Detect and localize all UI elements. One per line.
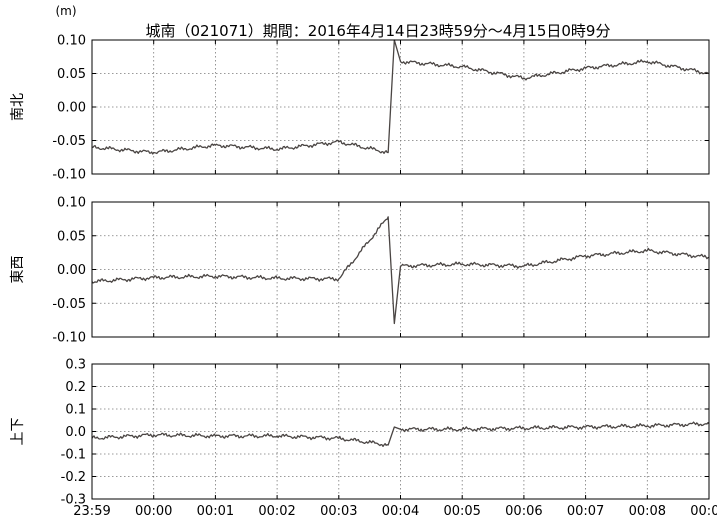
x-tick-label: 00:00 [135,504,172,519]
y-axis-label-ew: 東西 [10,256,26,284]
x-tick-label: 00:03 [320,504,357,519]
y-tick-label: 0.3 [65,358,86,373]
x-tick-label: 00:05 [443,504,480,519]
y-tick-label: 0.10 [57,34,86,49]
y-tick-label: 0.05 [57,67,86,82]
x-tick-label: 00:02 [258,504,295,519]
x-tick-label: 00:07 [567,504,604,519]
series-line-ew [91,216,710,325]
y-tick-label: -0.05 [52,134,86,149]
y-tick-label: -0.10 [52,168,86,183]
y-tick-label: 0.10 [57,196,86,211]
y-tick-label: 0.00 [57,263,86,278]
unit-label: (m) [55,4,76,18]
x-tick-label: 00:09 [690,504,717,519]
y-tick-label: -0.1 [61,448,86,463]
x-tick-label: 00:04 [382,504,419,519]
y-tick-label: 0.1 [65,403,86,418]
series-line-ud [91,421,710,447]
panel-frame-ew [91,201,710,338]
y-tick-label: 0.0 [65,425,86,440]
y-tick-label: 0.05 [57,229,86,244]
y-axis-label-ns: 南北 [10,93,26,121]
y-axis-label-ud: 上下 [10,418,26,446]
panel-frame-ns [91,39,710,175]
x-tick-label: 00:08 [629,504,666,519]
y-tick-label: -0.3 [61,493,86,508]
x-tick-label: 00:01 [197,504,234,519]
x-tick-label: 00:06 [505,504,542,519]
x-tick-label: 23:59 [73,504,110,519]
y-tick-label: 0.2 [65,380,86,395]
y-tick-label: -0.2 [61,470,86,485]
y-tick-label: -0.05 [52,297,86,312]
y-tick-label: -0.10 [52,331,86,346]
y-tick-label: 0.00 [57,101,86,116]
panel-frame-ud [91,363,710,500]
chart-title: 城南（021071）期間：2016年4月14日23時59分～4月15日0時9分 [146,22,611,40]
series-line-ns [91,39,710,155]
